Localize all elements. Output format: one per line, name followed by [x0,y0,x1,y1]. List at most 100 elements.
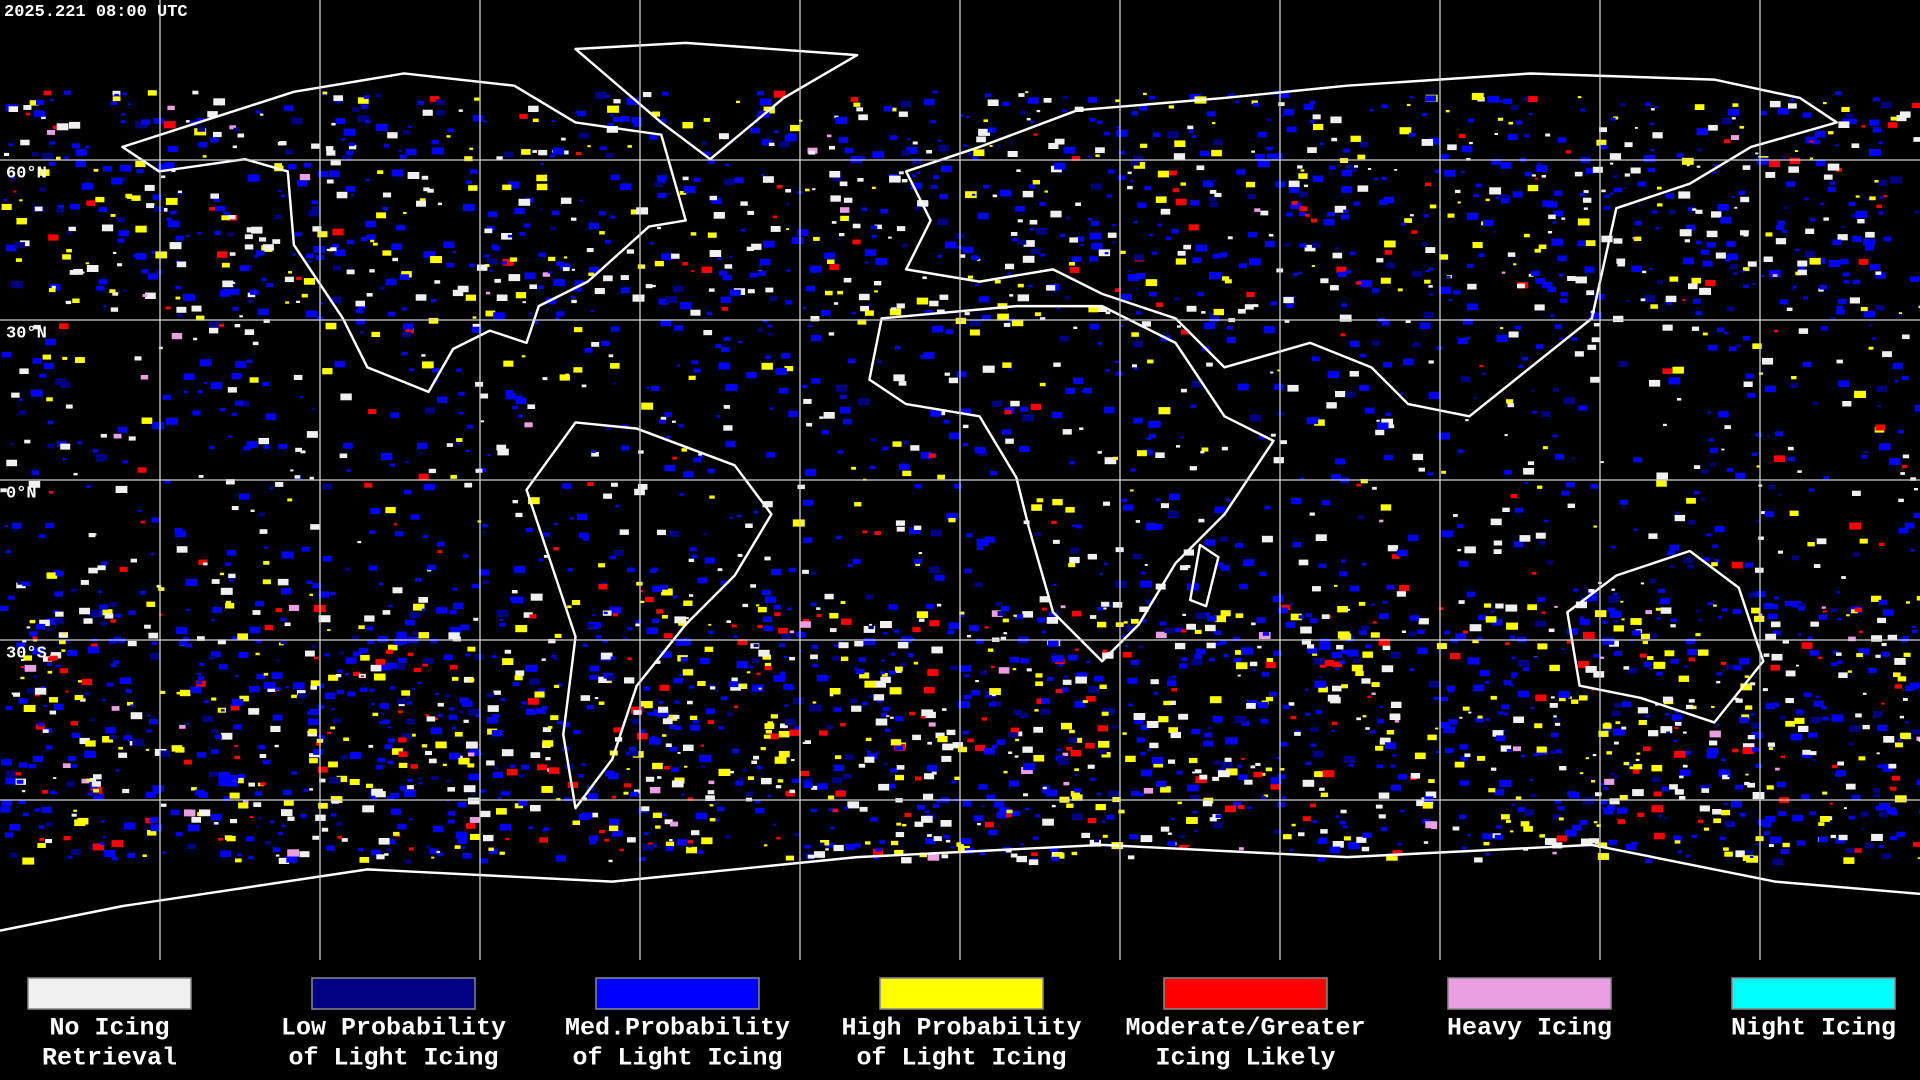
icing-pixel [1534,304,1545,311]
icing-pixel [762,654,771,660]
icing-pixel [1691,834,1697,839]
icing-pixel [1425,821,1438,829]
icing-pixel [840,601,846,604]
icing-pixel [1329,846,1341,853]
icing-pixel [42,790,49,794]
icing-pixel [393,831,400,836]
icing-pixel [879,840,886,844]
icing-pixel [479,393,489,399]
icing-pixel [1071,256,1081,262]
icing-pixel [1477,755,1486,761]
icing-pixel [1755,764,1762,768]
icing-pixel [946,729,956,736]
icing-pixel [723,178,735,185]
icing-pixel [312,583,322,589]
icing-pixel [217,639,226,645]
icing-pixel [1674,710,1680,713]
icing-pixel [357,115,369,123]
icing-pixel [1095,154,1100,157]
icing-pixel [110,619,117,623]
icing-pixel [1547,231,1553,234]
icing-pixel [1739,125,1745,129]
icing-pixel [1377,719,1385,724]
icing-pixel [1446,156,1451,159]
icing-pixel [1575,276,1587,284]
icing-pixel [341,138,346,141]
icing-pixel [949,432,961,440]
icing-pixel [509,764,516,768]
icing-pixel [1252,102,1259,107]
icing-pixel [450,474,457,479]
icing-pixel [762,319,768,323]
icing-pixel [303,278,315,285]
icing-pixel [611,482,618,487]
icing-pixel [1785,720,1795,727]
icing-pixel [1359,384,1369,391]
icing-pixel [1255,762,1261,766]
icing-pixel [1130,619,1139,624]
icing-pixel [478,468,487,473]
icing-pixel [686,846,697,854]
icing-pixel [1609,610,1622,618]
icing-pixel [1260,772,1266,776]
latitude-label: 30°N [6,324,47,343]
latitude-label: 30°S [6,644,47,663]
icing-pixel [278,857,289,864]
icing-pixel [787,607,792,610]
icing-pixel [417,101,425,105]
icing-pixel [1177,325,1181,328]
icing-pixel [1852,236,1862,242]
icing-pixel [193,337,198,341]
icing-pixel [768,332,773,336]
icing-pixel [598,701,605,705]
icing-pixel [1862,692,1867,695]
icing-pixel [1309,100,1316,105]
icing-pixel [256,673,266,680]
icing-pixel [1016,855,1027,863]
icing-pixel [1720,836,1726,841]
icing-pixel [895,716,904,722]
icing-pixel [940,820,952,827]
icing-pixel [375,791,386,798]
icing-pixel [1273,457,1284,464]
icing-pixel [645,596,654,603]
icing-pixel [708,288,715,292]
icing-pixel [1707,411,1711,414]
icing-pixel [1590,312,1602,320]
icing-pixel [1592,754,1597,757]
icing-pixel [1687,648,1698,656]
icing-pixel [785,855,794,861]
icing-pixel [708,468,715,473]
icing-pixel [1188,757,1198,764]
icing-pixel [1769,100,1781,108]
icing-pixel [1676,153,1684,158]
icing-pixel [1282,705,1290,710]
icing-pixel [49,141,56,145]
icing-pixel [1315,710,1322,714]
icing-pixel [1317,857,1326,862]
icing-pixel [679,190,687,195]
icing-pixel [376,212,386,219]
icing-pixel [1002,362,1012,368]
icing-pixel [1023,240,1035,247]
icing-pixel [1238,805,1245,809]
icing-pixel [90,718,96,722]
icing-pixel [187,843,196,849]
icing-pixel [11,281,23,289]
icing-pixel [1013,709,1023,716]
icing-pixel [930,529,942,537]
icing-pixel [870,465,876,469]
icing-pixel [71,732,81,738]
icing-pixel [967,152,972,155]
icing-pixel [665,841,675,847]
icing-pixel [776,185,783,189]
icing-pixel [196,752,207,758]
icing-pixel [3,199,8,202]
icing-pixel [537,764,547,771]
icing-pixel [1852,279,1861,285]
icing-pixel [1864,245,1875,251]
icing-pixel [1713,604,1717,607]
icing-pixel [176,261,187,268]
icing-pixel [377,636,389,643]
icing-pixel [1265,767,1273,772]
